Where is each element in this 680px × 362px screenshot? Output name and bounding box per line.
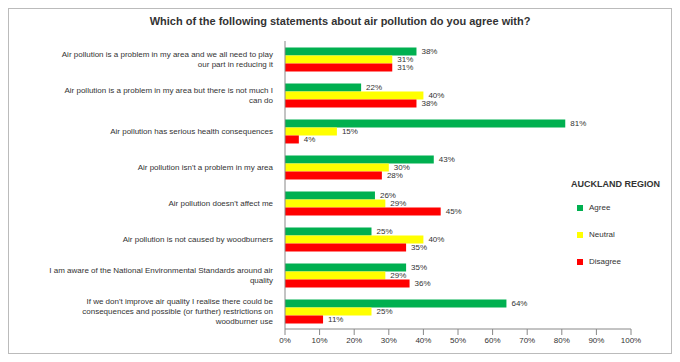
svg-text:Air pollution isn't a problem: Air pollution isn't a problem in my area <box>138 163 274 172</box>
svg-text:If we don't improve air qualit: If we don't improve air quality I realis… <box>82 297 273 326</box>
svg-text:43%: 43% <box>439 155 455 164</box>
svg-text:20%: 20% <box>346 336 362 345</box>
svg-text:25%: 25% <box>377 307 393 316</box>
svg-text:22%: 22% <box>366 83 382 92</box>
svg-text:29%: 29% <box>390 271 406 280</box>
html-text:Neutral: Neutral <box>589 230 615 239</box>
svg-text:Air pollution doesn't affect m: Air pollution doesn't affect me <box>168 199 273 208</box>
svg-text:70%: 70% <box>519 336 535 345</box>
svg-text:4%: 4% <box>304 135 316 144</box>
svg-text:90%: 90% <box>588 336 604 345</box>
svg-text:I am aware of the National Env: I am aware of the National Environmental… <box>49 266 273 285</box>
svg-text:38%: 38% <box>421 47 437 56</box>
svg-text:Air pollution has serious heal: Air pollution has serious health consequ… <box>110 127 273 136</box>
svg-text:Air pollution is a problem in: Air pollution is a problem in my area an… <box>62 50 274 69</box>
svg-text:15%: 15% <box>342 127 358 136</box>
html-text:AUCKLAND REGION: AUCKLAND REGION <box>571 179 660 189</box>
svg-text:100%: 100% <box>621 336 641 345</box>
svg-text:40%: 40% <box>415 336 431 345</box>
svg-text:45%: 45% <box>446 207 462 216</box>
svg-text:60%: 60% <box>485 336 501 345</box>
svg-text:25%: 25% <box>377 227 393 236</box>
svg-text:35%: 35% <box>411 243 427 252</box>
svg-text:81%: 81% <box>570 119 586 128</box>
html-text:Disagree: Disagree <box>589 257 621 266</box>
svg-text:28%: 28% <box>387 171 403 180</box>
svg-text:Air pollution is not caused by: Air pollution is not caused by woodburne… <box>123 235 273 244</box>
svg-text:35%: 35% <box>411 263 427 272</box>
svg-text:40%: 40% <box>428 235 444 244</box>
svg-text:31%: 31% <box>397 63 413 72</box>
svg-text:11%: 11% <box>328 315 343 324</box>
svg-text:50%: 50% <box>450 336 466 345</box>
svg-text:36%: 36% <box>415 279 431 288</box>
svg-text:0%: 0% <box>279 336 291 345</box>
html-text:Which of the following stateme: Which of the following statements about … <box>149 15 531 27</box>
svg-text:40%: 40% <box>428 91 445 101</box>
svg-text:30%: 30% <box>381 336 397 345</box>
svg-text:64%: 64% <box>511 299 527 308</box>
svg-text:10%: 10% <box>312 336 328 345</box>
svg-text:31%: 31% <box>397 55 414 65</box>
svg-text:80%: 80% <box>554 336 570 345</box>
svg-text:Air pollution is a problem in: Air pollution is a problem in my area bu… <box>64 86 273 105</box>
html-text:Agree: Agree <box>589 203 611 212</box>
svg-text:30%: 30% <box>393 163 410 173</box>
svg-text:38%: 38% <box>421 99 437 108</box>
svg-text:29%: 29% <box>390 199 406 208</box>
svg-text:26%: 26% <box>380 191 396 201</box>
